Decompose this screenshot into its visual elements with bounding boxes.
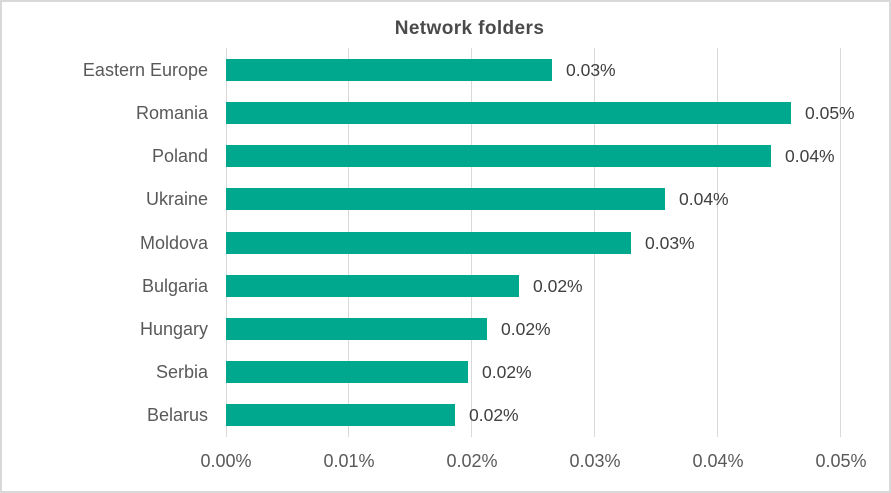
x-axis-tick-label: 0.05% bbox=[815, 451, 867, 471]
bar bbox=[226, 404, 455, 426]
x-axis-tick-label: 0.02% bbox=[446, 451, 498, 471]
bar-value-label: 0.03% bbox=[645, 233, 695, 253]
bar-value-label: 0.02% bbox=[482, 362, 532, 382]
gridline bbox=[840, 48, 841, 437]
bar bbox=[226, 361, 468, 383]
bar bbox=[226, 232, 631, 254]
category-label: Hungary bbox=[139, 319, 208, 339]
category-label: Moldova bbox=[139, 233, 208, 253]
category-label: Serbia bbox=[155, 362, 208, 382]
chart-title: Network folders bbox=[394, 18, 545, 39]
bar-value-label: 0.02% bbox=[469, 405, 519, 425]
x-axis-tick-label: 0.03% bbox=[569, 451, 621, 471]
category-label: Belarus bbox=[146, 405, 208, 425]
category-label: Romania bbox=[135, 103, 208, 123]
category-label: Poland bbox=[151, 146, 208, 166]
category-label: Eastern Europe bbox=[82, 60, 208, 80]
bar-value-label: 0.03% bbox=[566, 60, 616, 80]
bar-value-label: 0.02% bbox=[501, 319, 551, 339]
bar-value-label: 0.02% bbox=[533, 276, 583, 296]
bar bbox=[226, 102, 791, 124]
gridline bbox=[717, 48, 718, 437]
bar-value-label: 0.05% bbox=[805, 103, 855, 123]
bar bbox=[226, 59, 552, 81]
bar bbox=[226, 145, 771, 167]
bar bbox=[226, 275, 519, 297]
plot-area: 0.03% 0.05% 0.04% 0.04% 0.03% 0.02% 0.02% 0.02%… bbox=[226, 48, 855, 437]
x-axis-tick-label: 0.00% bbox=[200, 451, 252, 471]
category-label: Bulgaria bbox=[141, 276, 208, 296]
x-axis-tick-label: 0.01% bbox=[323, 451, 375, 471]
bar bbox=[226, 318, 487, 340]
bar bbox=[226, 188, 665, 210]
category-label: Ukraine bbox=[145, 189, 208, 209]
bar-value-label: 0.04% bbox=[679, 189, 729, 209]
bar-value-label: 0.04% bbox=[785, 146, 835, 166]
x-axis-tick-label: 0.04% bbox=[692, 451, 744, 471]
